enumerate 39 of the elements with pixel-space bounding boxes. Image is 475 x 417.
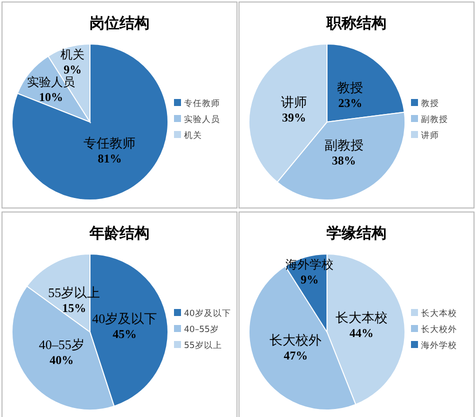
legend-label: 海外学校 (421, 340, 457, 351)
data-label: 47% (284, 348, 308, 362)
slice-label: 专任教师 (84, 136, 136, 151)
legend-label: 专任教师 (184, 98, 220, 109)
data-label: 44% (349, 326, 374, 340)
slice-label: 长大本校 (335, 310, 388, 325)
chart-title: 学缘结构 (326, 225, 386, 242)
slice-label: 副教授 (324, 137, 364, 152)
data-label: 10% (38, 90, 63, 104)
data-label: 81% (98, 152, 122, 166)
slice-label: 讲师 (280, 94, 307, 110)
data-label: 39% (282, 110, 306, 125)
data-label: 45% (112, 327, 137, 342)
slice-label: 实验人员 (26, 75, 75, 90)
legend-label: 长大本校 (421, 308, 457, 319)
data-label: 40% (50, 353, 74, 368)
pie-slice (12, 44, 168, 200)
data-label: 9% (64, 62, 82, 77)
data-label: 23% (338, 96, 362, 110)
legend-label: 55岁以上 (184, 340, 222, 351)
legend-label: 讲师 (421, 130, 439, 141)
legend-label: 40岁及以下 (184, 308, 231, 319)
legend-label: 教授 (421, 98, 439, 109)
legend-label: 副教授 (421, 114, 448, 125)
legend-label: 40–55岁 (184, 324, 219, 335)
chart-title: 职称结构 (326, 15, 386, 32)
chart-title: 年龄结构 (88, 225, 150, 242)
slice-label: 长大校外 (270, 332, 322, 348)
legend-label: 机关 (184, 130, 202, 141)
data-label: 15% (62, 301, 86, 316)
slice-label: 教授 (337, 80, 364, 96)
data-label: 38% (332, 153, 356, 168)
slice-label: 机关 (60, 48, 85, 62)
chart-title: 岗位结构 (90, 15, 150, 32)
data-label: 9% (300, 272, 319, 287)
legend-label: 实验人员 (184, 114, 220, 125)
legend-label: 长大校外 (421, 324, 457, 335)
slice-label: 40岁及以下 (92, 311, 158, 326)
slice-label: 40–55岁 (38, 337, 84, 352)
